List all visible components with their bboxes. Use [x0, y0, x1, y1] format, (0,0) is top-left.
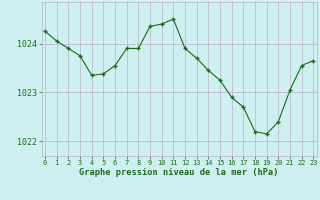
X-axis label: Graphe pression niveau de la mer (hPa): Graphe pression niveau de la mer (hPa) — [79, 168, 279, 177]
